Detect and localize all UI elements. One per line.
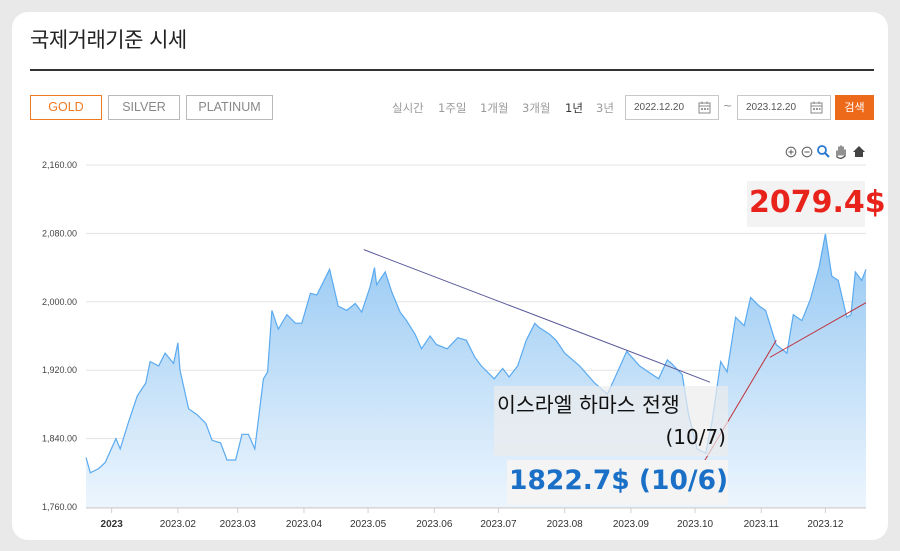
high-price-label: 2079.4$ <box>749 185 886 220</box>
x-tick-label: 2023.03 <box>220 519 257 530</box>
low-price-box: 1822.7$ (10/6) <box>507 460 728 505</box>
x-tick-label: 2023.10 <box>677 519 714 530</box>
y-tick-label: 1,920.00 <box>42 365 77 375</box>
price-line <box>85 233 867 474</box>
x-tick-label: 2023.02 <box>160 519 197 530</box>
date-separator: ~ <box>723 99 733 112</box>
x-tick-label: 2023.06 <box>416 519 453 530</box>
x-tick-label: 2023 <box>101 519 124 530</box>
x-tick-label: 2023.05 <box>350 519 387 530</box>
search-button[interactable]: 검색 <box>835 95 874 120</box>
page-title: 국제거래기준 시세 <box>30 28 187 52</box>
chart-toolbar <box>785 145 865 159</box>
end-date-value: 2023.12.20 <box>746 102 797 113</box>
event-annotation-box: 이스라엘 하마스 전쟁 (10/7) <box>494 386 728 456</box>
period-3month[interactable]: 3개월 <box>522 101 551 115</box>
low-price-label: 1822.7$ (10/6) <box>509 465 729 496</box>
start-date-field[interactable]: 2022.12.20 <box>625 95 719 120</box>
calendar-icon[interactable] <box>698 101 711 114</box>
zoom-out-icon[interactable] <box>801 146 813 158</box>
x-tick-label: 2023.09 <box>613 519 650 530</box>
tab-gold[interactable]: GOLD <box>30 95 102 120</box>
zoom-in-icon[interactable] <box>785 146 797 158</box>
period-3year[interactable]: 3년 <box>596 101 614 115</box>
y-tick-label: 2,000.00 <box>42 297 77 307</box>
pan-hand-icon[interactable] <box>836 145 846 159</box>
y-tick-label: 1,760.00 <box>42 502 77 512</box>
event-date-label: (10/7) <box>665 425 726 449</box>
high-price-box: 2079.4$ <box>747 181 886 227</box>
period-1week[interactable]: 1주일 <box>438 101 467 115</box>
x-tick-label: 2023.04 <box>286 519 323 530</box>
x-tick-label: 2023.11 <box>744 519 780 530</box>
zoom-select-icon[interactable] <box>817 145 830 158</box>
x-tick-label: 2023.07 <box>480 519 517 530</box>
x-tick-label: 2023.08 <box>547 519 584 530</box>
y-tick-label: 2,080.00 <box>42 228 77 238</box>
x-tick-label: 2023.12 <box>807 519 844 530</box>
y-tick-label: 1,840.00 <box>42 434 77 444</box>
period-realtime[interactable]: 실시간 <box>392 101 424 115</box>
y-tick-label: 2,160.00 <box>42 160 77 170</box>
trendline <box>363 249 711 383</box>
end-date-field[interactable]: 2023.12.20 <box>737 95 831 120</box>
title-divider <box>30 69 874 71</box>
event-label: 이스라엘 하마스 전쟁 <box>497 393 680 417</box>
home-reset-icon[interactable] <box>853 146 865 157</box>
period-1year[interactable]: 1년 <box>565 101 583 115</box>
start-date-value: 2022.12.20 <box>634 102 685 113</box>
tab-silver[interactable]: SILVER <box>108 95 180 120</box>
tab-platinum[interactable]: PLATINUM <box>186 95 273 120</box>
calendar-icon[interactable] <box>810 101 823 114</box>
period-1month[interactable]: 1개월 <box>480 101 509 115</box>
trendline <box>769 302 867 358</box>
